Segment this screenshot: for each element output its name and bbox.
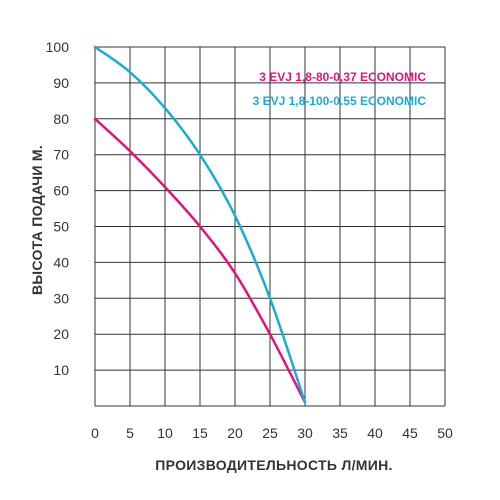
x-tick-label: 35 bbox=[332, 425, 348, 441]
x-tick-label: 0 bbox=[91, 425, 99, 441]
x-tick-label: 45 bbox=[402, 425, 418, 441]
x-axis-title: ПРОИЗВОДИТЕЛЬНОСТЬ Л/МИН. bbox=[155, 457, 392, 473]
y-axis-title: ВЫСОТА ПОДАЧИ М. bbox=[29, 145, 45, 295]
tick-labels: 0 5 10 15 20 25 30 35 40 45 50 10 20 30 40 50 60 70 80 90 10… bbox=[46, 39, 453, 441]
x-tick-label: 10 bbox=[157, 425, 173, 441]
y-tick-label: 60 bbox=[53, 183, 69, 199]
legend-entry-0: 3 EVJ 1,8-80-0,37 ECONOMIC bbox=[259, 70, 426, 84]
y-tick-label: 80 bbox=[53, 111, 69, 127]
x-tick-label: 20 bbox=[227, 425, 243, 441]
x-tick-label: 15 bbox=[192, 425, 208, 441]
series-lines bbox=[93, 45, 307, 404]
y-tick-label: 50 bbox=[53, 219, 69, 235]
series-line-1 bbox=[93, 45, 307, 404]
y-tick-label: 70 bbox=[53, 147, 69, 163]
series-line-0 bbox=[93, 117, 307, 404]
y-tick-label: 100 bbox=[46, 39, 70, 55]
y-tick-label: 30 bbox=[53, 290, 69, 306]
y-tick-label: 40 bbox=[53, 254, 69, 270]
x-tick-label: 30 bbox=[297, 425, 313, 441]
y-tick-label: 90 bbox=[53, 75, 69, 91]
y-tick-label: 20 bbox=[53, 326, 69, 342]
x-tick-label: 5 bbox=[126, 425, 134, 441]
x-tick-label: 40 bbox=[367, 425, 383, 441]
legend-entry-1: 3 EVJ 1,8-100-0.55 ECONOMIC bbox=[253, 94, 427, 108]
x-tick-label: 50 bbox=[437, 425, 453, 441]
x-tick-label: 25 bbox=[262, 425, 278, 441]
y-tick-label: 10 bbox=[53, 362, 69, 378]
legend: 3 EVJ 1,8-80-0,37 ECONOMIC 3 EVJ 1,8-100-… bbox=[253, 70, 427, 108]
